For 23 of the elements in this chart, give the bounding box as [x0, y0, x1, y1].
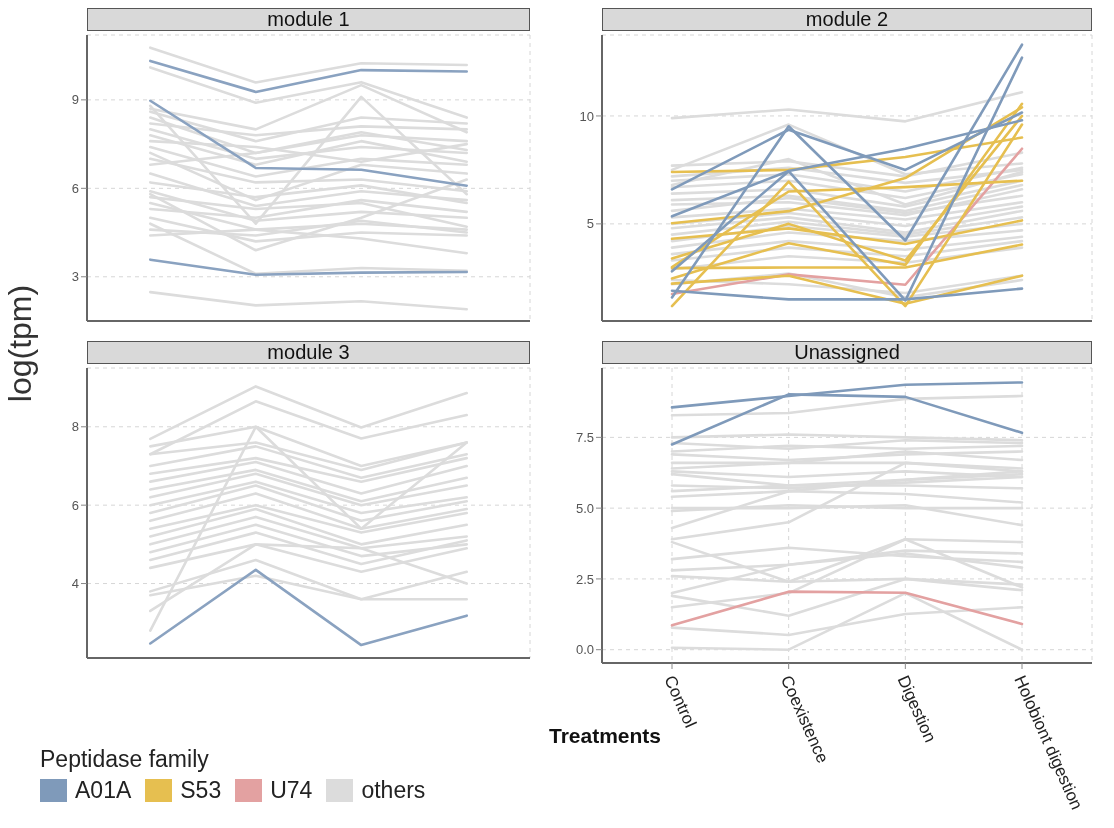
y-tick-label: 0.0: [575, 642, 594, 658]
x-axis-title: Treatments: [547, 724, 662, 748]
legend-label: A01A: [75, 777, 132, 804]
y-tick-label: 4: [71, 576, 79, 592]
y-tick-label: 6: [71, 497, 79, 513]
chart-title: Unassigned: [602, 341, 1092, 364]
y-tick-label: 10: [579, 108, 594, 124]
y-tick-label: 2.5: [575, 571, 594, 587]
y-tick-label: 9: [71, 92, 79, 108]
legend-title: Peptidase family: [40, 746, 210, 773]
y-tick-label: 8: [71, 419, 79, 435]
y-tick-label: 5: [586, 216, 594, 232]
legend-label: S53: [180, 777, 222, 804]
y-tick-label: 6: [71, 180, 79, 196]
chart-title: module 2: [602, 8, 1092, 31]
y-axis-title: log(tpm): [1, 283, 39, 405]
chart-title: module 1: [87, 8, 530, 31]
y-tick-label: 7.5: [575, 429, 594, 445]
chart-title: module 3: [87, 341, 530, 364]
legend-label: U74: [270, 777, 313, 804]
y-tick-label: 3: [71, 269, 79, 285]
y-tick-label: 5.0: [575, 500, 594, 516]
legend-label: others: [361, 777, 426, 804]
